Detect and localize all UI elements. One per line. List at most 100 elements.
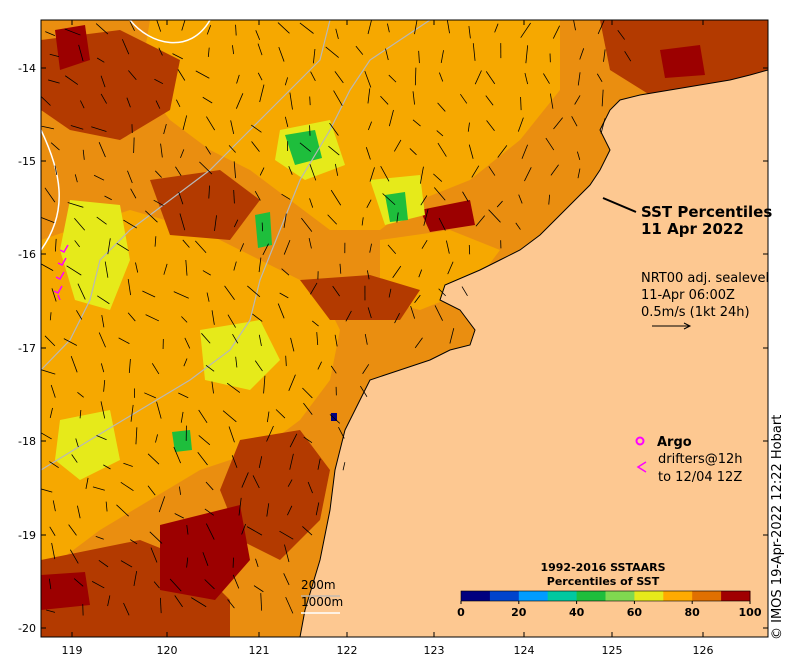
- current-vector: [185, 259, 188, 276]
- current-vector: [186, 524, 189, 535]
- current-vector: [151, 363, 160, 375]
- current-vector: [367, 88, 371, 104]
- current-vector: [366, 199, 372, 208]
- colorbar-title-1: 1992-2016 SSTAARS: [540, 561, 665, 574]
- x-tick-label: 122: [337, 644, 358, 657]
- current-vector: [410, 305, 416, 319]
- current-vector: [46, 609, 56, 613]
- current-vector: [472, 43, 476, 61]
- current-vector: [202, 552, 209, 566]
- current-vector: [303, 402, 313, 415]
- current-vector: [387, 23, 390, 33]
- current-vector: [198, 409, 208, 424]
- current-vector: [254, 360, 263, 372]
- current-vector: [147, 485, 156, 496]
- colorbar: [460, 590, 751, 602]
- current-vector: [345, 310, 352, 322]
- current-vector: [206, 292, 210, 302]
- current-vector: [367, 20, 372, 35]
- current-vector: [468, 144, 474, 159]
- current-vector: [475, 215, 486, 227]
- current-vector: [339, 263, 342, 274]
- current-vector: [105, 501, 108, 512]
- current-vector: [49, 526, 56, 536]
- current-vector: [342, 462, 346, 471]
- current-vector: [497, 145, 508, 158]
- current-vector: [91, 581, 105, 589]
- current-vector: [155, 100, 161, 109]
- current-vector: [447, 20, 450, 34]
- current-vector: [260, 593, 263, 611]
- current-vector: [361, 217, 364, 226]
- current-vector: [103, 380, 106, 392]
- current-vector: [128, 70, 137, 81]
- current-vector: [52, 500, 56, 512]
- current-vector: [312, 48, 316, 64]
- current-vector: [154, 170, 162, 178]
- current-vector: [258, 334, 262, 347]
- current-vector: [98, 332, 106, 348]
- colorbar-tick-label: 40: [569, 606, 585, 619]
- current-vector: [335, 28, 339, 39]
- current-vector: [41, 488, 53, 493]
- current-vector: [49, 53, 60, 58]
- current-vector: [438, 217, 446, 231]
- current-vector: [601, 89, 604, 107]
- current-vector: [205, 523, 215, 540]
- current-vector: [467, 122, 470, 132]
- current-vector: [100, 401, 106, 419]
- colorbar-tick-label: 80: [685, 606, 701, 619]
- current-vector: [548, 194, 550, 205]
- current-vector: [63, 338, 78, 346]
- current-vector: [204, 508, 214, 516]
- current-vector: [414, 67, 417, 86]
- colorbar-swatch: [663, 591, 693, 601]
- current-vector: [251, 141, 260, 152]
- current-vector: [176, 99, 181, 108]
- y-tick-label: -20: [18, 622, 36, 635]
- current-vector: [449, 328, 455, 344]
- current-vector: [145, 210, 158, 223]
- contour-1000m: [41, 129, 60, 251]
- current-vector: [45, 31, 56, 36]
- current-vector: [281, 193, 291, 200]
- current-vector: [255, 30, 261, 41]
- current-vector: [310, 282, 318, 295]
- current-vector: [129, 21, 135, 31]
- current-vector: [333, 90, 343, 106]
- colorbar-swatch: [489, 591, 520, 601]
- current-vector: [310, 71, 316, 81]
- current-vector: [334, 163, 339, 176]
- current-vector: [388, 288, 392, 298]
- current-vector: [73, 578, 84, 587]
- current-vector: [524, 167, 532, 182]
- current-vector: [233, 161, 236, 179]
- current-vector: [338, 426, 345, 439]
- current-vector: [393, 139, 402, 152]
- current-vector: [201, 333, 211, 344]
- current-vector: [123, 219, 138, 229]
- current-vector: [227, 599, 235, 609]
- current-vector: [116, 504, 129, 517]
- depth-label-1000m: 1000m: [301, 595, 343, 609]
- current-vector: [233, 189, 235, 204]
- current-vector: [174, 595, 183, 608]
- current-vector: [302, 387, 313, 399]
- current-vector: [307, 481, 313, 494]
- current-vector: [317, 361, 322, 370]
- current-vector: [180, 149, 185, 159]
- current-vector: [330, 189, 342, 206]
- current-vector: [279, 530, 294, 540]
- current-vector: [521, 144, 528, 159]
- current-vector: [573, 20, 576, 31]
- current-vector: [51, 542, 56, 560]
- current-vector: [98, 142, 106, 158]
- current-vector: [277, 22, 290, 34]
- current-vector: [281, 268, 290, 276]
- current-vector: [447, 261, 454, 275]
- current-vector: [600, 118, 606, 134]
- x-tick-label: 126: [693, 644, 714, 657]
- current-vector: [172, 53, 183, 60]
- sst-patch-green: [385, 192, 408, 222]
- current-vector: [550, 164, 559, 176]
